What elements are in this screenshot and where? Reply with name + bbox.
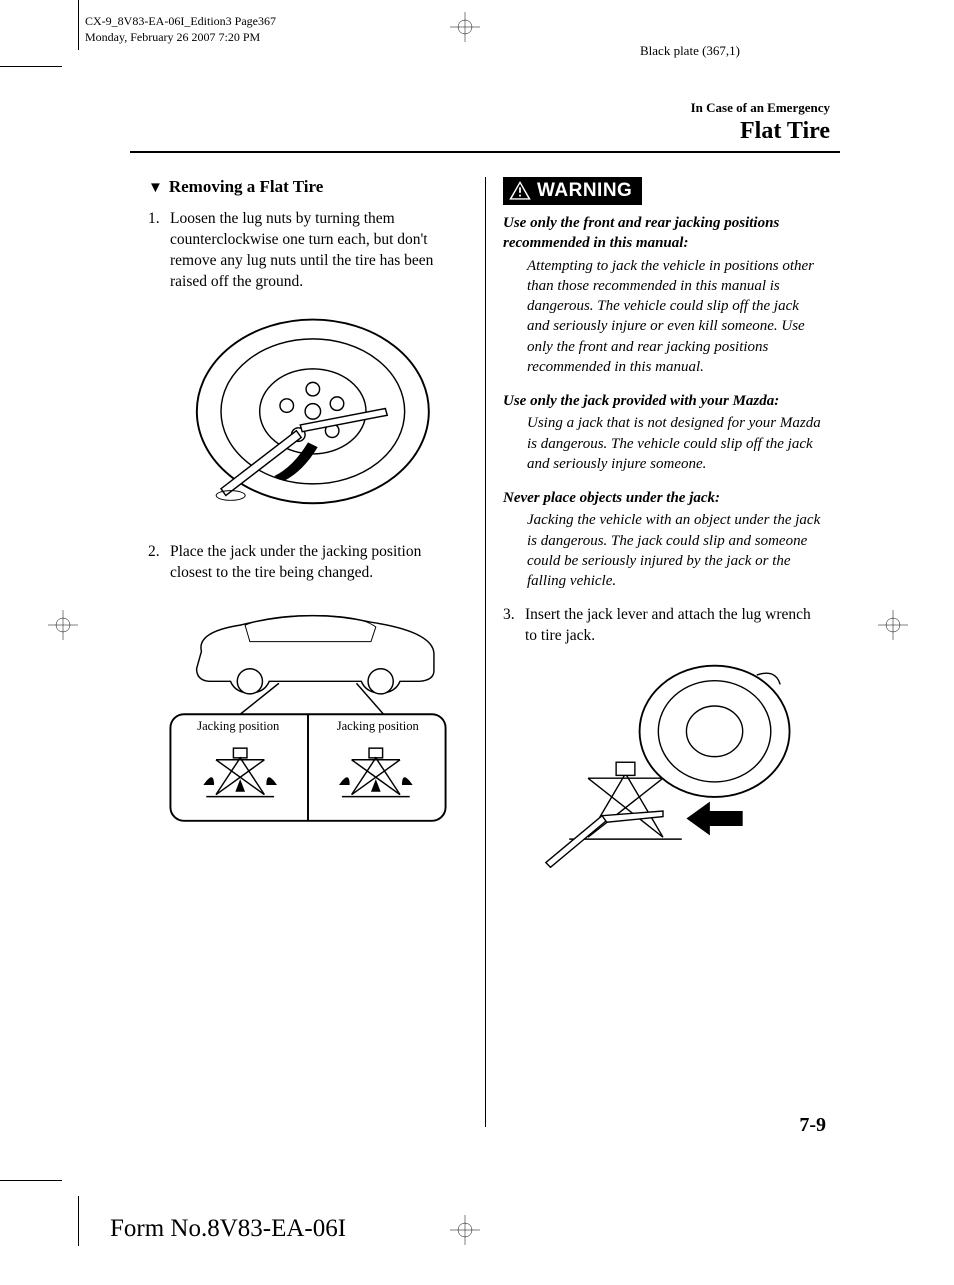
header-rule xyxy=(130,151,840,153)
doc-id-line2: Monday, February 26 2007 7:20 PM xyxy=(85,30,276,46)
step-1: 1. Loosen the lug nuts by turning them c… xyxy=(148,209,467,293)
registration-mark-bottom xyxy=(450,1215,480,1245)
doc-id-line1: CX-9_8V83-EA-06I_Edition3 Page367 xyxy=(85,14,276,30)
crop-mark xyxy=(78,1196,79,1246)
warning-text: Jacking the vehicle with an object under… xyxy=(503,510,822,591)
warning-text: Attempting to jack the vehicle in positi… xyxy=(503,256,822,378)
registration-mark-side xyxy=(878,610,908,640)
warning-heading: Use only the front and rear jacking posi… xyxy=(503,213,822,254)
jack-label-left: Jacking position xyxy=(197,719,280,733)
crop-mark xyxy=(0,1180,62,1181)
step-text: Insert the jack lever and attach the lug… xyxy=(525,605,822,647)
warning-triangle-icon xyxy=(509,181,531,201)
document-meta: CX-9_8V83-EA-06I_Edition3 Page367 Monday… xyxy=(85,14,276,45)
warning-heading: Use only the jack provided with your Maz… xyxy=(503,391,822,411)
triangle-icon: ▼ xyxy=(148,180,163,197)
column-divider xyxy=(485,177,486,1127)
crop-mark xyxy=(78,0,79,50)
warning-1: Use only the front and rear jacking posi… xyxy=(503,213,822,377)
warning-heading: Never place objects under the jack: xyxy=(503,488,822,508)
crop-mark xyxy=(0,66,62,67)
step-3: 3. Insert the jack lever and attach the … xyxy=(503,605,822,647)
registration-mark-side xyxy=(48,610,78,640)
left-column: ▼ Removing a Flat Tire 1. Loosen the lug … xyxy=(130,177,485,900)
plate-label: Black plate (367,1) xyxy=(640,43,740,59)
warning-2: Use only the jack provided with your Maz… xyxy=(503,391,822,474)
subheading-text: Removing a Flat Tire xyxy=(169,177,323,196)
warning-text: Using a jack that is not designed for yo… xyxy=(503,413,822,474)
figure-jack-lever xyxy=(503,661,822,882)
step-2: 2. Place the jack under the jacking posi… xyxy=(148,542,467,584)
figure-jacking-position: Jacking position Jacking position xyxy=(148,598,467,836)
step-number: 1. xyxy=(148,209,170,293)
right-column: WARNING Use only the front and rear jack… xyxy=(485,177,840,900)
step-text: Loosen the lug nuts by turning them coun… xyxy=(170,209,467,293)
chapter-title: Flat Tire xyxy=(130,118,830,145)
warning-3: Never place objects under the jack: Jack… xyxy=(503,488,822,591)
step-number: 2. xyxy=(148,542,170,584)
warning-label: WARNING xyxy=(537,180,632,202)
step-text: Place the jack under the jacking positio… xyxy=(170,542,467,584)
subheading-removing: ▼ Removing a Flat Tire xyxy=(148,177,467,197)
registration-mark-top xyxy=(450,12,480,42)
chapter-header: In Case of an Emergency Flat Tire xyxy=(130,100,840,145)
figure-lug-wrench xyxy=(148,307,467,525)
step-number: 3. xyxy=(503,605,525,647)
jack-label-right: Jacking position xyxy=(336,719,419,733)
form-number: Form No.8V83-EA-06I xyxy=(110,1215,346,1243)
warning-badge: WARNING xyxy=(503,177,642,205)
chapter-kicker: In Case of an Emergency xyxy=(130,100,830,116)
page-number: 7-9 xyxy=(799,1114,826,1137)
